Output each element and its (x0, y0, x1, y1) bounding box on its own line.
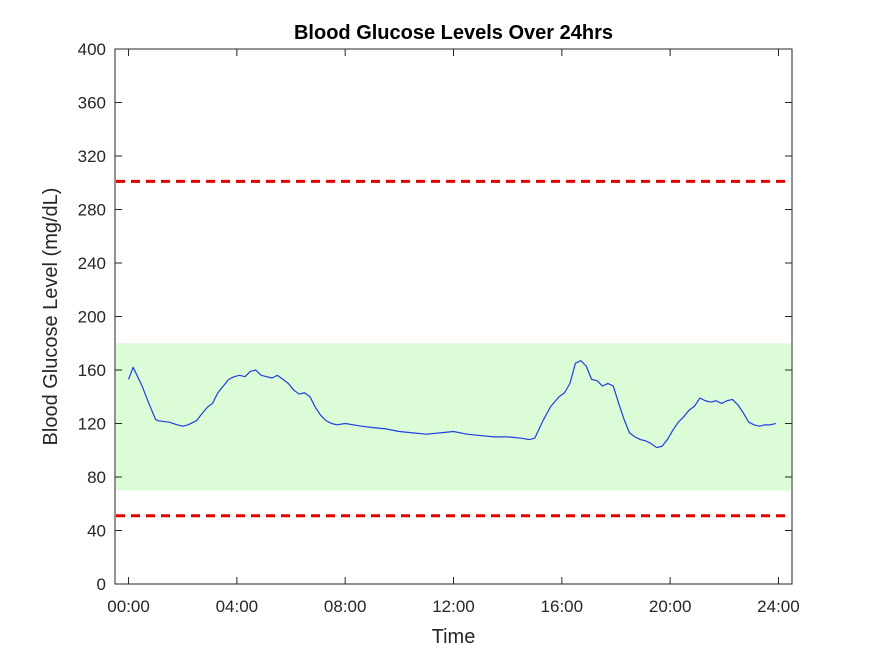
y-tick-label: 160 (78, 361, 106, 380)
y-tick-label: 280 (78, 201, 106, 220)
target-range-band (116, 343, 791, 491)
x-tick-label: 20:00 (649, 597, 692, 616)
x-tick-label: 08:00 (324, 597, 367, 616)
y-tick-label: 360 (78, 94, 106, 113)
x-tick-label: 04:00 (216, 597, 259, 616)
series-line-0 (127, 360, 776, 449)
y-tick-label: 240 (78, 254, 106, 273)
series-layer (127, 360, 776, 449)
y-tick-label: 0 (97, 575, 106, 594)
x-tick-label: 00:00 (107, 597, 150, 616)
plot-area (115, 49, 792, 584)
x-axis: 00:00 04:00 08:00 12:00 16:00 20:00 24:00 (107, 49, 800, 616)
x-tick-label: 12:00 (432, 597, 475, 616)
y-tick-label: 320 (78, 147, 106, 166)
x-tick-label: 16:00 (541, 597, 584, 616)
x-axis-title: Time (432, 626, 476, 648)
threshold-lines (116, 179, 791, 518)
y-tick-label: 400 (78, 40, 106, 59)
y-tick-label: 40 (87, 522, 106, 541)
y-tick-label: 120 (78, 415, 106, 434)
chart-title: Blood Glucose Levels Over 24hrs (294, 22, 613, 44)
y-axis: 0 40 80 120 160 200 240 280 320 360 400 (78, 40, 792, 594)
y-axis-title: Blood Glucose Level (mg/dL) (40, 188, 62, 446)
y-tick-label: 200 (78, 308, 106, 327)
y-tick-label: 80 (87, 468, 106, 487)
target-range-rect (116, 343, 791, 491)
x-tick-label: 24:00 (757, 597, 800, 616)
